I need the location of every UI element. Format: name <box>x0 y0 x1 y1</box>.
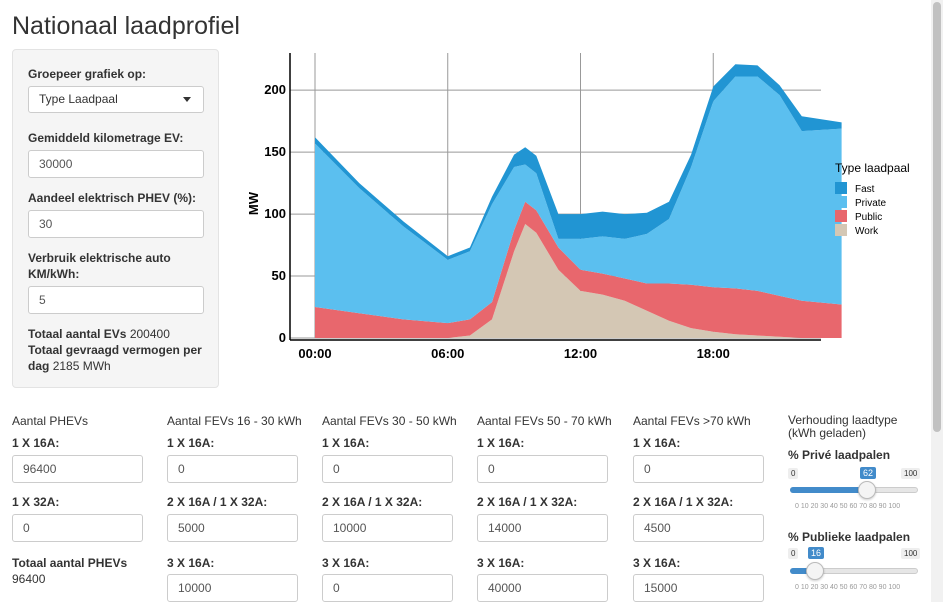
fev16-1x16-input[interactable]: 0 <box>167 455 298 483</box>
km-input[interactable]: 30000 <box>28 150 204 178</box>
x-tick-label: 00:00 <box>298 346 331 361</box>
fev16-1x16-label: 1 X 16A: <box>167 436 215 450</box>
phev-1x16-label: 1 X 16A: <box>12 436 60 450</box>
usage-label: Verbruik elektrische auto KM/kWh: <box>28 251 171 281</box>
fev30-3x16-input[interactable]: 0 <box>322 574 453 602</box>
legend-swatch-public <box>835 210 847 222</box>
fev30-1x16-input[interactable]: 0 <box>322 455 453 483</box>
total-power-label: Totaal gevraagd vermogen per dag <box>28 343 202 373</box>
x-tick-label: 06:00 <box>431 346 464 361</box>
fev30-2x16-input[interactable]: 10000 <box>322 514 453 542</box>
phev-column-title: Aantal PHEVs <box>12 414 89 428</box>
phev-total-label: Totaal aantal PHEVs <box>12 556 128 570</box>
scrollbar-thumb[interactable] <box>933 2 941 432</box>
public-slider-min: 0 <box>788 548 799 559</box>
public-slider-handle[interactable] <box>806 562 824 580</box>
total-power-value: 2185 MWh <box>52 359 111 373</box>
fev70-1x16-label: 1 X 16A: <box>633 436 681 450</box>
private-slider-value: 62 <box>860 467 877 479</box>
fev50-3x16-input[interactable]: 40000 <box>477 574 608 602</box>
legend-swatch-private <box>835 196 847 208</box>
public-slider-value: 16 <box>808 547 825 559</box>
y-axis-label: MW <box>246 191 261 215</box>
fev50-column-title: Aantal FEVs 50 - 70 kWh <box>477 414 612 428</box>
page-scrollbar[interactable] <box>931 0 943 602</box>
legend-label-fast: Fast <box>855 184 875 195</box>
area-work <box>315 224 842 338</box>
km-label: Gemiddeld kilometrage EV: <box>28 131 184 145</box>
x-tick-label: 18:00 <box>697 346 730 361</box>
group-select-value: Type Laadpaal <box>39 92 118 106</box>
phev-1x32-label: 1 X 32A: <box>12 495 60 509</box>
area-fast <box>315 64 842 260</box>
fev50-2x16-input[interactable]: 14000 <box>477 514 608 542</box>
fev70-3x16-input[interactable]: 15000 <box>633 574 764 602</box>
group-label: Groepeer grafiek op: <box>28 67 147 81</box>
chevron-down-icon <box>183 97 191 102</box>
fev30-1x16-label: 1 X 16A: <box>322 436 370 450</box>
x-tick-label: 12:00 <box>564 346 597 361</box>
settings-panel: Groepeer grafiek op: Type Laadpaal Gemid… <box>12 49 219 388</box>
phev-1x16-input[interactable]: 96400 <box>12 455 143 483</box>
fev70-2x16-label: 2 X 16A / 1 X 32A: <box>633 495 734 509</box>
legend-swatch-fast <box>835 182 847 194</box>
group-select[interactable]: Type Laadpaal <box>28 86 204 113</box>
fev50-2x16-label: 2 X 16A / 1 X 32A: <box>477 495 578 509</box>
legend-swatch-work <box>835 224 847 236</box>
fev50-3x16-label: 3 X 16A: <box>477 556 525 570</box>
y-tick-label: 150 <box>264 144 286 159</box>
legend-label-private: Private <box>855 198 887 209</box>
private-slider-fill <box>790 487 867 493</box>
fev70-3x16-label: 3 X 16A: <box>633 556 681 570</box>
area-private <box>315 76 842 324</box>
fev30-2x16-label: 2 X 16A / 1 X 32A: <box>322 495 423 509</box>
legend-label-public: Public <box>855 212 882 223</box>
fev70-2x16-input[interactable]: 4500 <box>633 514 764 542</box>
fev16-2x16-input[interactable]: 5000 <box>167 514 298 542</box>
total-evs-label: Totaal aantal EVs <box>28 327 127 341</box>
fev70-column-title: Aantal FEVs >70 kWh <box>633 414 751 428</box>
legend-title: Type laadpaal <box>835 161 910 175</box>
private-slider-min: 0 <box>788 468 799 479</box>
area-public <box>315 201 842 338</box>
y-tick-label: 0 <box>279 330 286 345</box>
y-tick-label: 50 <box>272 268 286 283</box>
total-evs: Totaal aantal EVs 200400 <box>28 326 170 342</box>
y-tick-label: 200 <box>264 82 286 97</box>
load-profile-chart: 0 50 100 150 200 00:00 06:00 12:00 18:00 MW Type l… <box>246 53 910 361</box>
fev16-3x16-input[interactable]: 10000 <box>167 574 298 602</box>
fev30-column-title: Aantal FEVs 30 - 50 kWh <box>322 414 457 428</box>
public-slider-fill <box>790 568 812 574</box>
fev16-2x16-label: 2 X 16A / 1 X 32A: <box>167 495 268 509</box>
fev50-1x16-label: 1 X 16A: <box>477 436 525 450</box>
private-slider-ticks: 0 10 20 30 40 50 60 70 80 90 100 <box>795 503 901 510</box>
public-slider-label: % Publieke laadpalen <box>788 530 911 544</box>
phev-share-input[interactable]: 30 <box>28 210 204 238</box>
fev30-3x16-label: 3 X 16A: <box>322 556 370 570</box>
usage-input[interactable]: 5 <box>28 286 204 314</box>
phev-1x32-input[interactable]: 0 <box>12 514 143 542</box>
private-slider-handle[interactable] <box>858 481 876 499</box>
legend-label-work: Work <box>855 226 879 237</box>
phev-share-label: Aandeel elektrisch PHEV (%): <box>28 191 197 205</box>
fev50-1x16-input[interactable]: 0 <box>477 455 608 483</box>
total-evs-value: 200400 <box>129 327 170 341</box>
page-title: Nationaal laadprofiel <box>12 12 240 40</box>
private-slider-label: % Privé laadpalen <box>788 448 891 462</box>
fev16-column-title: Aantal FEVs 16 - 30 kWh <box>167 414 302 428</box>
phev-total-value: 96400 <box>12 572 46 586</box>
ratio-title: Verhouding laadtype (kWh geladen) <box>788 413 898 440</box>
public-slider-max: 100 <box>901 548 921 559</box>
public-slider-ticks: 0 10 20 30 40 50 60 70 80 90 100 <box>795 584 901 591</box>
fev16-3x16-label: 3 X 16A: <box>167 556 215 570</box>
total-power: Totaal gevraagd vermogen per dag 2185 MW… <box>28 342 208 374</box>
fev70-1x16-input[interactable]: 0 <box>633 455 764 483</box>
y-tick-label: 100 <box>264 206 286 221</box>
private-slider-max: 100 <box>901 468 921 479</box>
